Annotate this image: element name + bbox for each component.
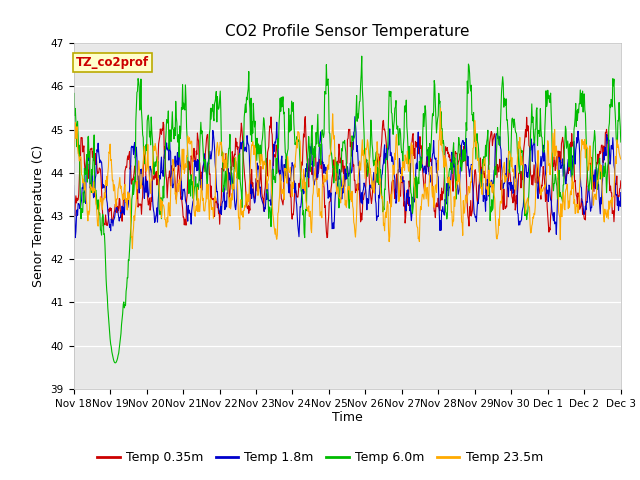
X-axis label: Time: Time (332, 411, 363, 424)
Text: TZ_co2prof: TZ_co2prof (76, 56, 150, 69)
Title: CO2 Profile Sensor Temperature: CO2 Profile Sensor Temperature (225, 24, 470, 39)
Y-axis label: Senor Temperature (C): Senor Temperature (C) (32, 145, 45, 287)
Legend: Temp 0.35m, Temp 1.8m, Temp 6.0m, Temp 23.5m: Temp 0.35m, Temp 1.8m, Temp 6.0m, Temp 2… (92, 446, 548, 469)
